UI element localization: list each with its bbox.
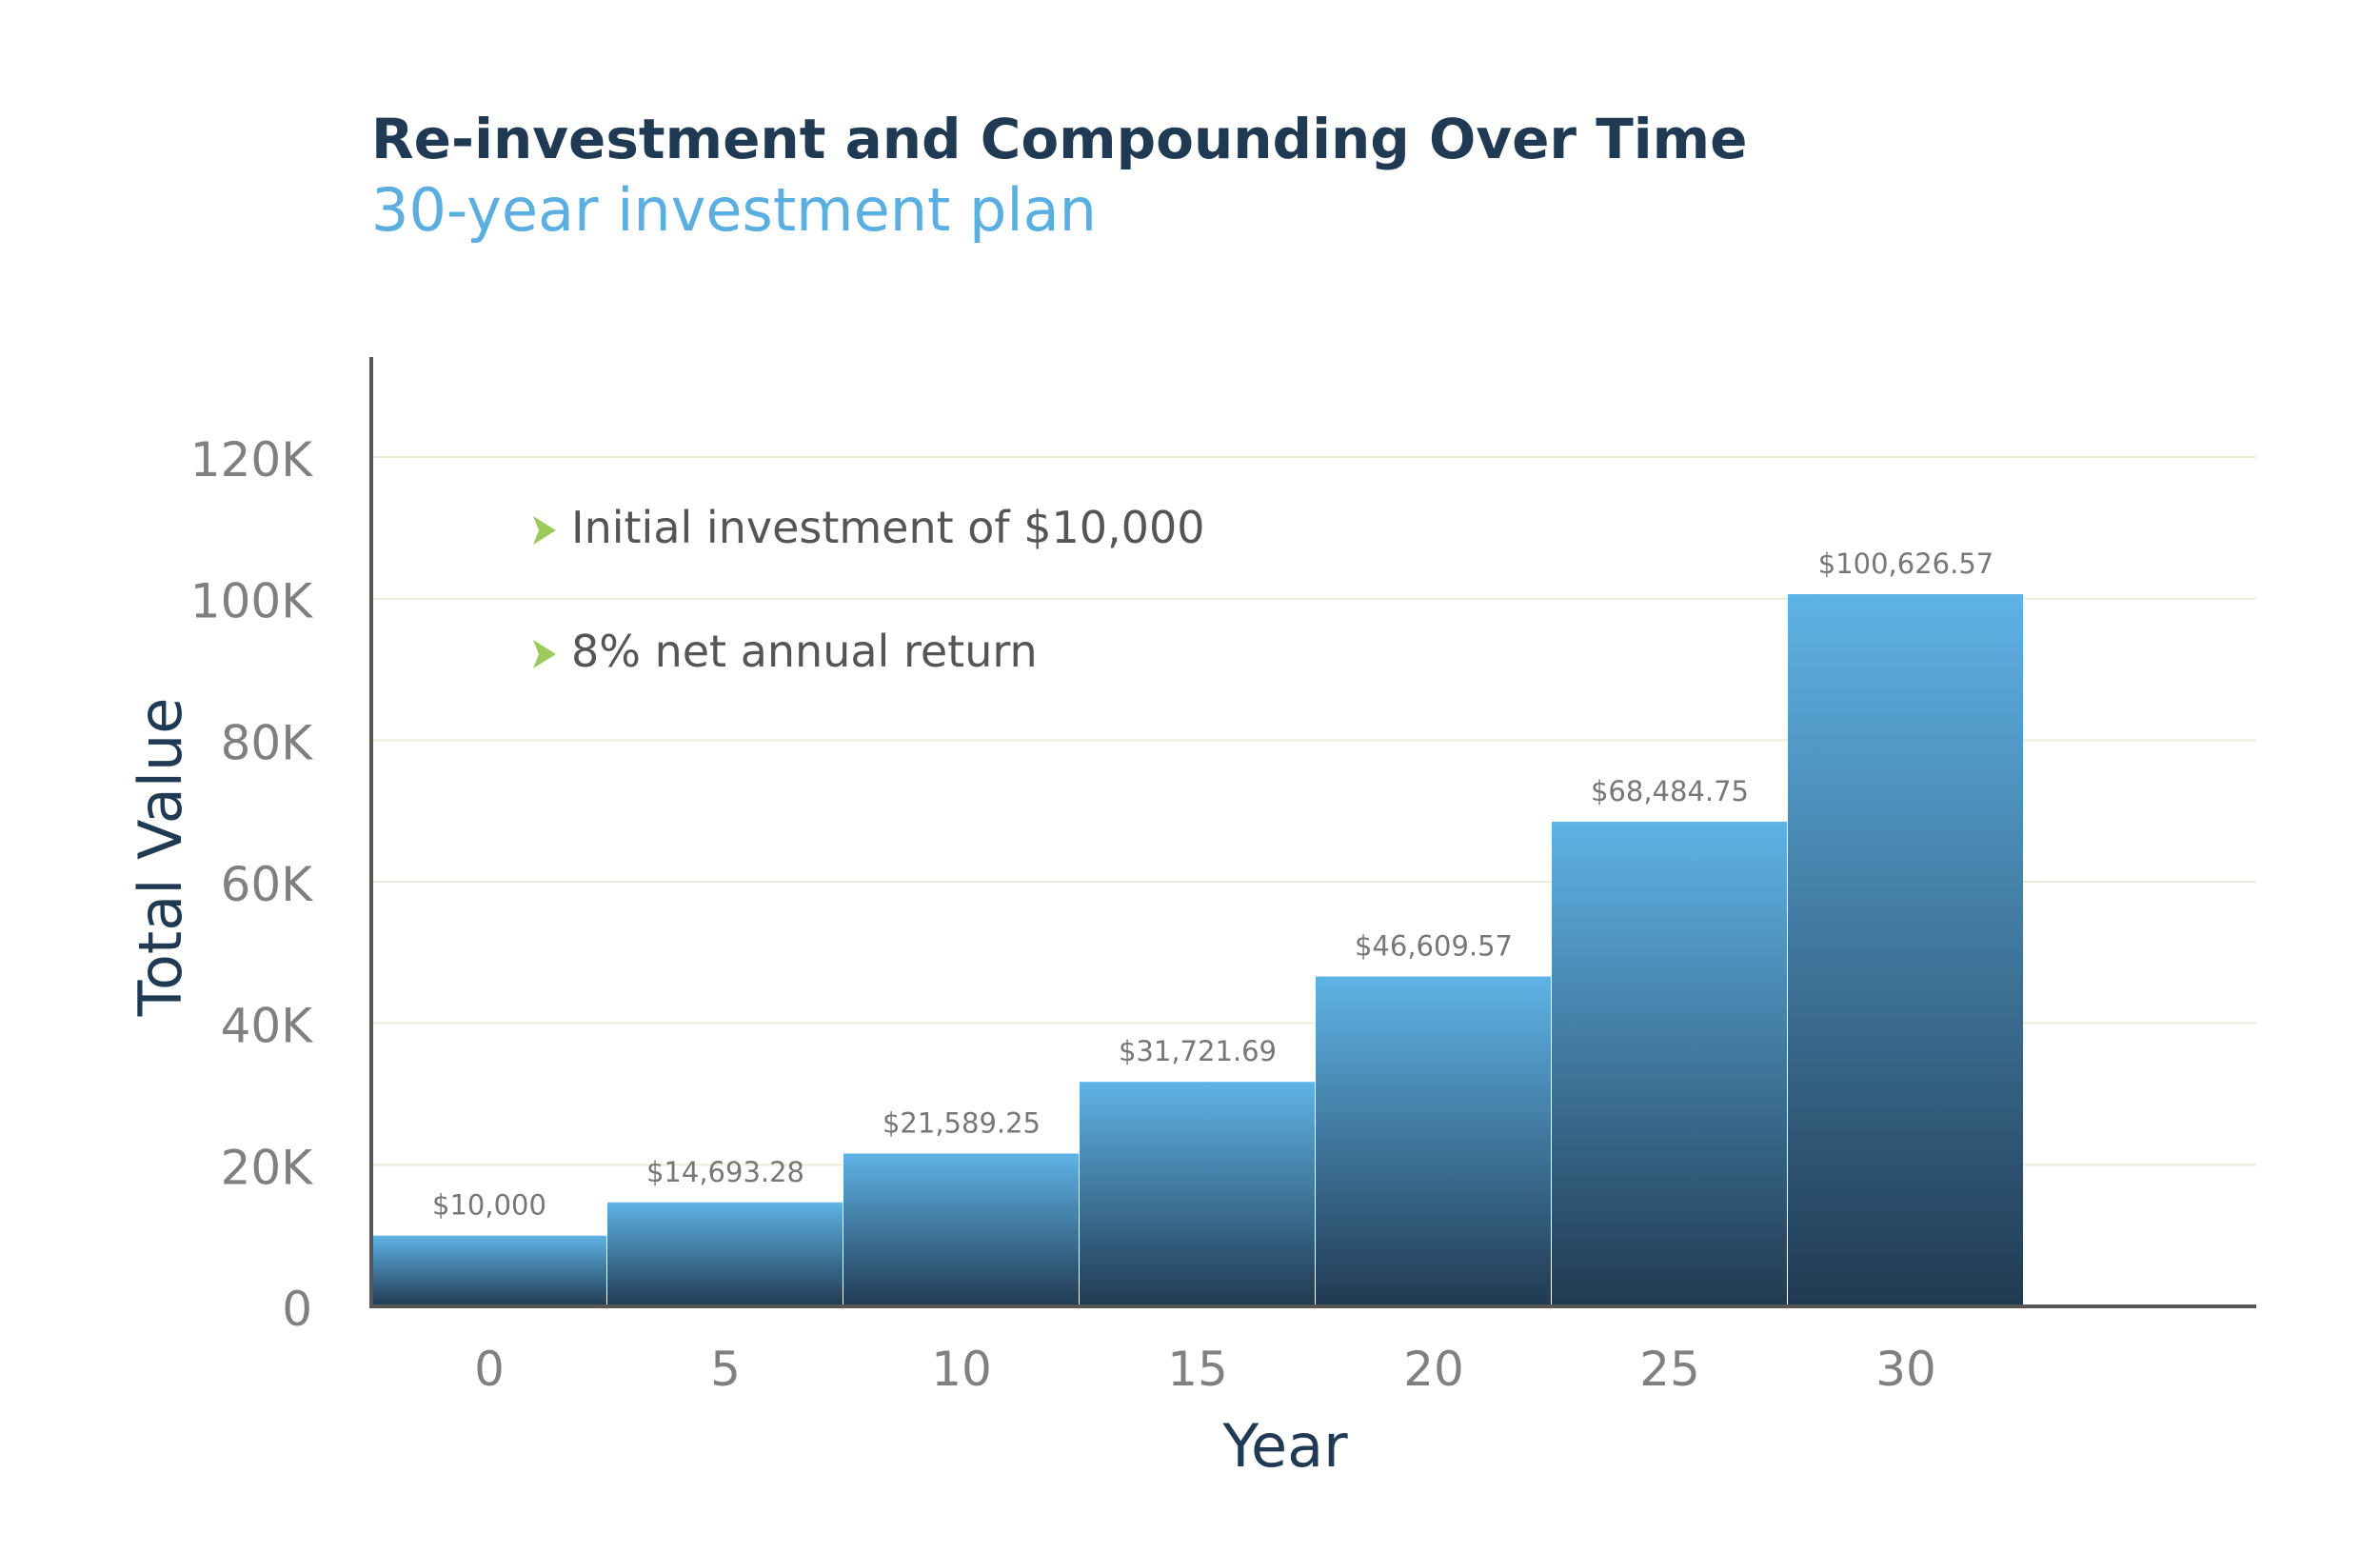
bars — [371, 594, 2023, 1306]
data-label: $46,609.57 — [1355, 930, 1513, 963]
data-label: $31,721.69 — [1119, 1035, 1277, 1067]
y-tick-label: 120K — [190, 432, 313, 488]
labels: 0 20K 40K 60K 80K 100K 120K $10,000 0 $14,693.28 5… — [190, 432, 1993, 1397]
bar — [371, 1235, 606, 1306]
data-label: $68,484.75 — [1591, 775, 1749, 807]
bar — [1788, 594, 2023, 1306]
data-label: $14,693.28 — [646, 1156, 804, 1188]
y-tick-label: 40K — [221, 999, 314, 1054]
x-tick-label: 30 — [1875, 1342, 1936, 1397]
x-tick-label: 0 — [474, 1342, 505, 1397]
bar — [1552, 821, 1787, 1306]
x-tick-label: 15 — [1167, 1342, 1228, 1397]
bar — [1316, 976, 1551, 1306]
annotation-text: 8% net annual return — [571, 626, 1038, 677]
y-tick-label: 20K — [221, 1140, 314, 1195]
chart-header: Re-investment and Compounding Over Time … — [371, 107, 1747, 246]
x-tick-label: 20 — [1403, 1342, 1464, 1397]
data-label: $10,000 — [432, 1189, 546, 1222]
x-tick-label: 25 — [1639, 1342, 1700, 1397]
axes — [369, 357, 2256, 1308]
x-axis-title: Year — [1221, 1411, 1348, 1481]
bar — [1080, 1082, 1315, 1306]
y-axis-title: Total Value — [126, 698, 195, 1018]
bar — [607, 1202, 843, 1306]
bullet-arrow-icon — [533, 640, 556, 668]
chart-subtitle: 30-year investment plan — [371, 174, 1097, 245]
y-tick-label: 100K — [190, 574, 313, 629]
y-tick-label: 80K — [221, 715, 314, 770]
annotation-text: Initial investment of $10,000 — [571, 502, 1204, 553]
annotations: Initial investment of $10,000 8% net annu… — [533, 502, 1204, 677]
y-tick-label: 0 — [282, 1282, 312, 1337]
y-tick-label: 60K — [221, 857, 314, 912]
data-label: $21,589.25 — [883, 1107, 1041, 1140]
bullet-arrow-icon — [533, 516, 556, 545]
data-label: $100,626.57 — [1818, 548, 1994, 580]
x-tick-label: 5 — [710, 1342, 741, 1397]
x-tick-label: 10 — [931, 1342, 992, 1397]
bar — [843, 1153, 1079, 1306]
chart-title: Re-investment and Compounding Over Time — [371, 107, 1748, 171]
